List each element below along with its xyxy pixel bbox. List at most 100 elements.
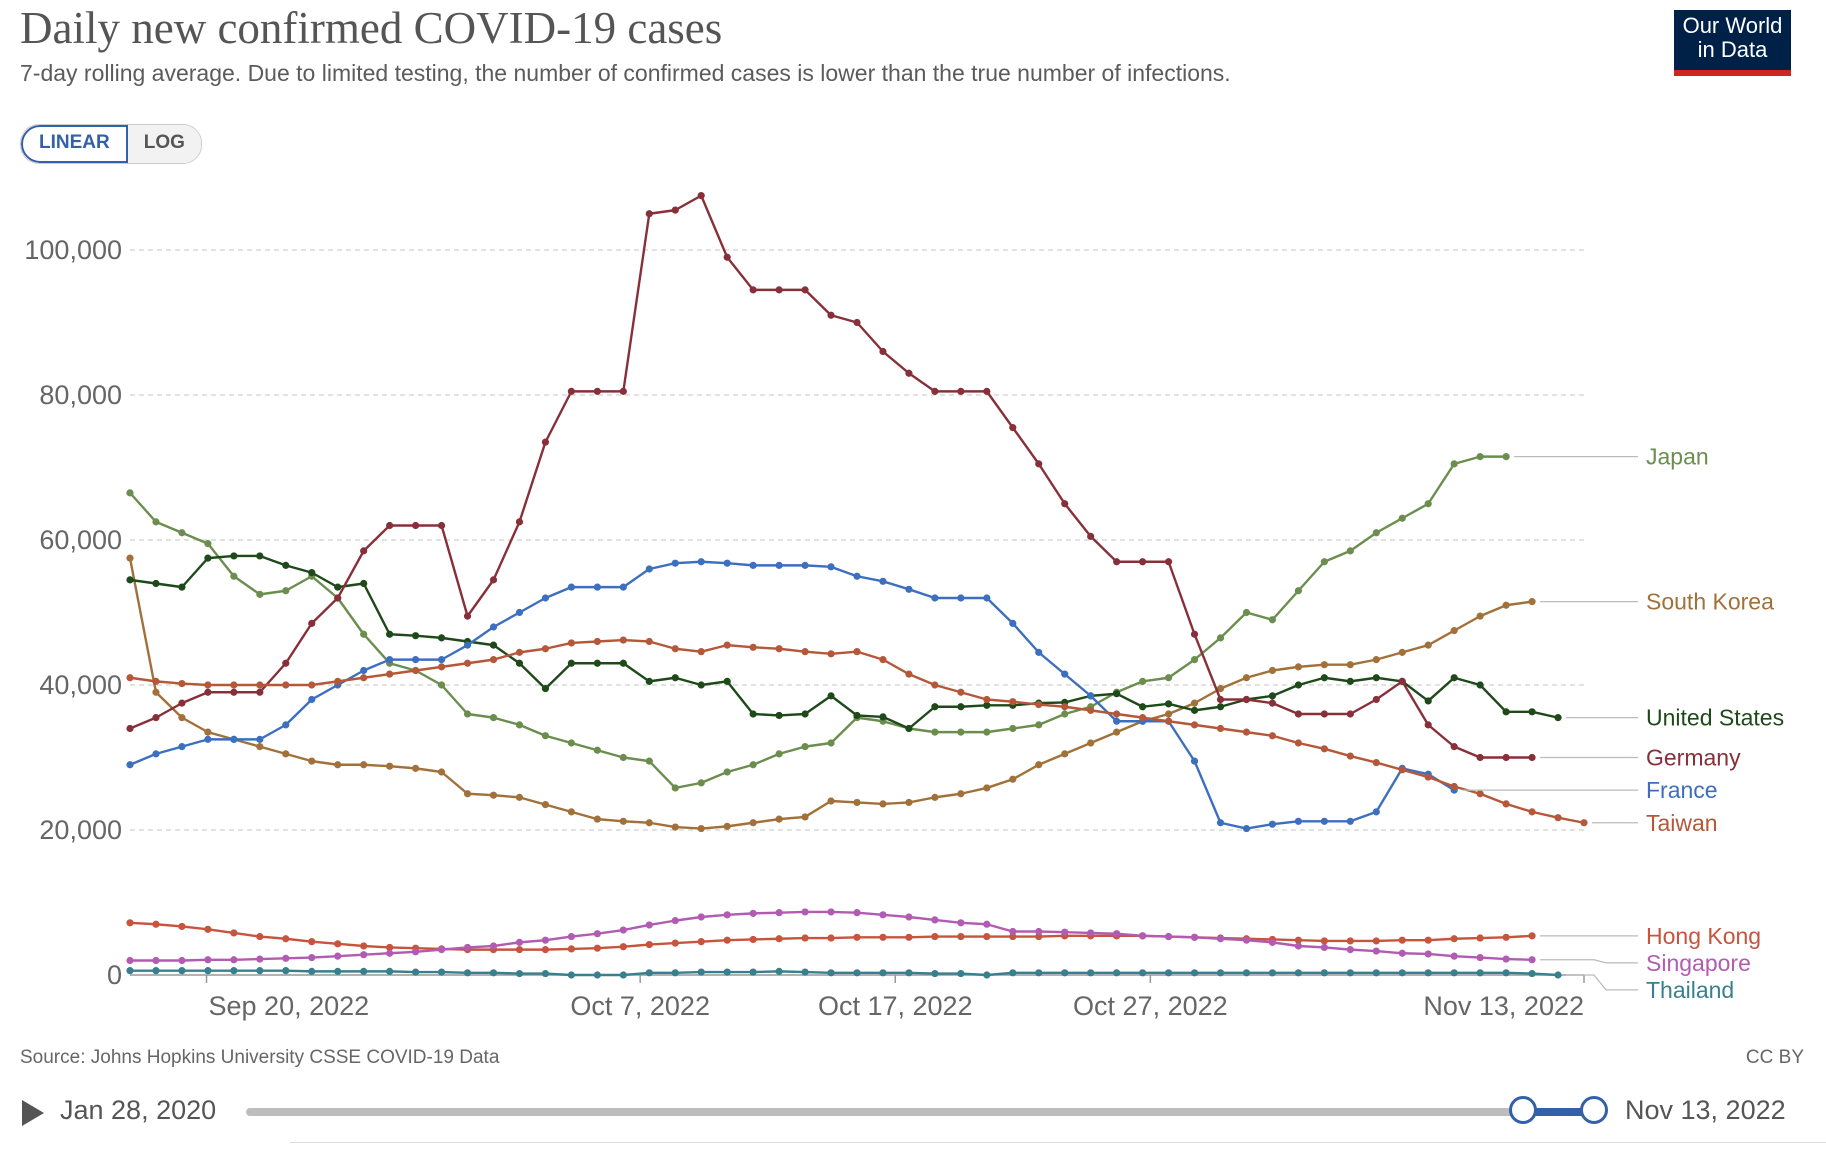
- legend-label: South Korea: [1646, 589, 1774, 615]
- data-point: [1294, 969, 1302, 977]
- data-point: [1268, 699, 1277, 707]
- data-point: [697, 779, 705, 787]
- data-point: [1580, 819, 1588, 827]
- series-line-thailand: [130, 969, 1559, 977]
- data-point: [204, 967, 212, 975]
- legend-label: Thailand: [1646, 977, 1734, 1003]
- data-point: [853, 318, 861, 327]
- source-note[interactable]: Source: Johns Hopkins University CSSE CO…: [20, 1047, 500, 1068]
- data-point: [1035, 721, 1043, 729]
- data-point: [515, 721, 524, 729]
- data-point: [360, 761, 368, 769]
- data-point: [412, 521, 420, 530]
- data-point: [827, 692, 835, 700]
- data-point: [126, 967, 134, 975]
- data-point: [1372, 947, 1380, 955]
- data-point: [437, 521, 446, 530]
- data-point: [463, 641, 472, 649]
- data-point: [1346, 937, 1354, 945]
- chart-subtitle: 7-day rolling average. Due to limited te…: [20, 60, 1231, 86]
- data-point: [775, 967, 783, 975]
- data-point: [1346, 661, 1354, 669]
- data-point: [1528, 956, 1536, 964]
- data-point: [282, 561, 290, 569]
- timeline-end-handle[interactable]: [1580, 1096, 1608, 1124]
- data-point: [1502, 601, 1510, 609]
- series-line-taiwan: [129, 638, 1585, 824]
- data-point: [230, 956, 238, 964]
- data-point: [412, 666, 420, 675]
- data-point: [879, 911, 887, 919]
- data-point: [152, 920, 160, 928]
- data-point: [256, 967, 264, 975]
- data-point: [1502, 933, 1510, 941]
- legend-label: Germany: [1646, 745, 1741, 771]
- data-point: [126, 724, 134, 733]
- x-tick-label: Oct 7, 2022: [570, 991, 710, 1021]
- data-point: [386, 949, 394, 957]
- data-point: [1294, 710, 1302, 718]
- data-point: [515, 793, 524, 801]
- logo-line-2: in Data: [1697, 37, 1768, 62]
- timeline-start-handle[interactable]: [1509, 1096, 1537, 1124]
- data-point: [1554, 971, 1562, 979]
- data-point: [334, 594, 342, 602]
- data-point: [541, 594, 550, 602]
- data-point: [983, 701, 991, 709]
- data-point: [1242, 969, 1251, 977]
- play-icon[interactable]: [22, 1100, 44, 1126]
- data-point: [983, 594, 991, 602]
- data-point: [957, 932, 965, 941]
- timeline-track[interactable]: [246, 1108, 1594, 1116]
- data-point: [1164, 932, 1173, 941]
- data-point: [879, 800, 887, 808]
- data-point: [983, 784, 991, 792]
- data-point: [619, 583, 627, 591]
- linear-scale-button[interactable]: LINEAR: [21, 125, 128, 163]
- data-point: [360, 666, 368, 675]
- data-point: [931, 793, 939, 801]
- data-point: [204, 688, 212, 696]
- data-point: [1087, 929, 1095, 937]
- log-scale-button[interactable]: LOG: [127, 125, 201, 163]
- data-point: [152, 967, 160, 975]
- data-point: [152, 688, 160, 696]
- data-point: [489, 714, 498, 722]
- data-point: [593, 930, 601, 938]
- data-point: [723, 641, 731, 649]
- data-point: [152, 714, 160, 722]
- data-point: [308, 954, 316, 962]
- x-tick-label: Nov 13, 2022: [1423, 991, 1584, 1021]
- data-point: [178, 583, 186, 591]
- data-point: [1087, 739, 1095, 747]
- data-point: [1009, 424, 1017, 432]
- data-point: [178, 714, 186, 722]
- data-point: [1476, 969, 1484, 977]
- data-point: [412, 764, 420, 772]
- data-point: [931, 728, 939, 736]
- data-point: [541, 685, 550, 693]
- timeline-end-date: Nov 13, 2022: [1625, 1095, 1786, 1125]
- data-point: [1294, 942, 1302, 950]
- data-point: [178, 922, 186, 931]
- data-point: [905, 969, 913, 977]
- data-point: [619, 817, 627, 825]
- data-point: [879, 969, 887, 977]
- data-point: [1528, 932, 1536, 940]
- data-point: [671, 784, 679, 792]
- data-point: [905, 798, 913, 807]
- data-point: [437, 656, 446, 664]
- data-point: [567, 739, 575, 747]
- owid-logo[interactable]: Our World in Data: [1674, 10, 1791, 76]
- data-point: [1009, 619, 1017, 627]
- timeline-start-date: Jan 28, 2020: [60, 1095, 217, 1125]
- data-point: [437, 968, 446, 976]
- data-point: [801, 813, 809, 821]
- data-point: [437, 768, 446, 776]
- license-label[interactable]: CC BY: [1745, 1047, 1804, 1068]
- data-point: [879, 577, 887, 585]
- data-point: [1450, 627, 1458, 635]
- data-point: [256, 552, 264, 560]
- data-point: [1424, 773, 1432, 781]
- data-point: [671, 969, 679, 977]
